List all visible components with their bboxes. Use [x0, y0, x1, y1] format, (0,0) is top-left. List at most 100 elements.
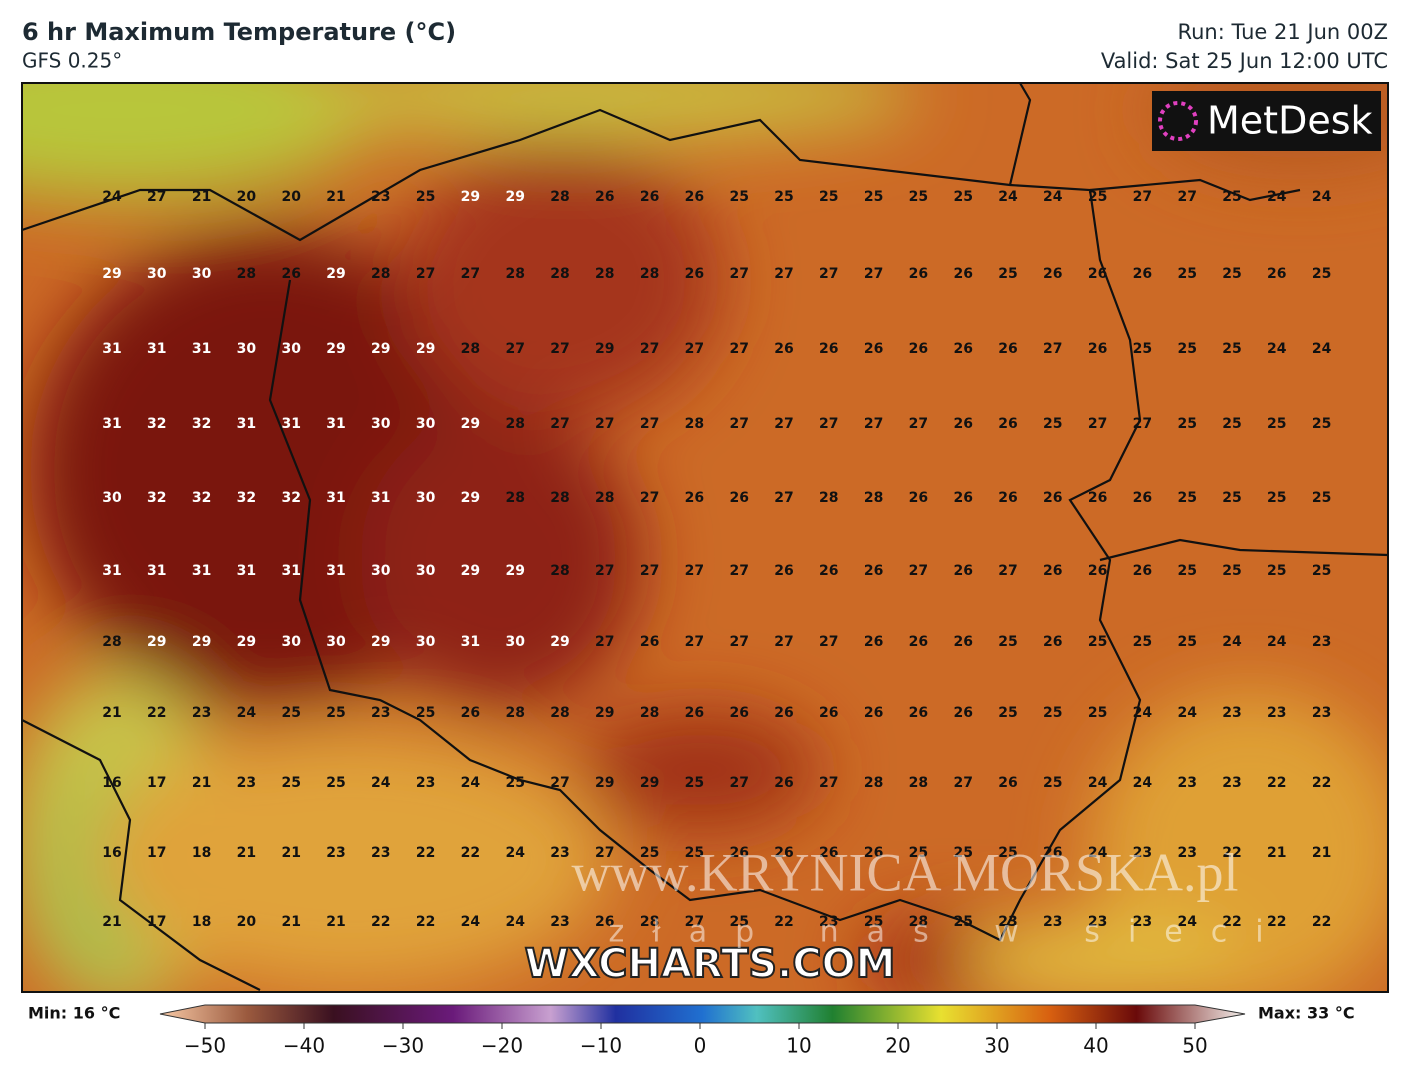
grid-value: 29 [461, 189, 480, 205]
grid-value: 26 [864, 563, 883, 579]
colorbar-tick-label: −30 [382, 1034, 424, 1058]
grid-value: 31 [102, 416, 121, 432]
grid-value: 24 [998, 189, 1018, 205]
grid-value: 23 [371, 845, 390, 861]
grid-value: 27 [685, 563, 704, 579]
grid-value: 26 [819, 563, 838, 579]
grid-value: 27 [864, 416, 883, 432]
grid-value: 26 [909, 266, 928, 282]
grid-value: 24 [1312, 189, 1332, 205]
grid-value: 27 [774, 634, 793, 650]
grid-value: 26 [640, 189, 659, 205]
grid-value: 21 [102, 914, 121, 930]
grid-value: 25 [1177, 416, 1196, 432]
grid-value: 29 [371, 634, 390, 650]
grid-value: 24 [505, 845, 525, 861]
grid-value: 27 [774, 490, 793, 506]
grid-value: 21 [1267, 845, 1286, 861]
grid-value: 28 [864, 775, 883, 791]
grid-value: 17 [147, 775, 166, 791]
grid-value: 21 [281, 914, 300, 930]
grid-value: 26 [729, 705, 748, 721]
grid-value: 24 [1267, 634, 1287, 650]
grid-value: 31 [237, 563, 256, 579]
grid-value: 27 [729, 266, 748, 282]
grid-value: 27 [729, 634, 748, 650]
grid-value: 27 [819, 634, 838, 650]
grid-value: 26 [953, 266, 972, 282]
grid-value: 25 [685, 845, 704, 861]
grid-value: 26 [1267, 266, 1286, 282]
grid-value: 25 [953, 189, 972, 205]
grid-value: 28 [505, 705, 524, 721]
grid-value: 23 [326, 845, 345, 861]
grid-value: 26 [1133, 266, 1152, 282]
grid-value: 25 [1177, 341, 1196, 357]
grid-value: 27 [909, 563, 928, 579]
grid-value: 24 [1177, 705, 1197, 721]
grid-value: 26 [1088, 341, 1107, 357]
grid-value: 21 [326, 189, 345, 205]
grid-value: 25 [1312, 490, 1331, 506]
grid-value: 30 [237, 341, 257, 357]
grid-value: 27 [1133, 416, 1152, 432]
grid-value: 25 [729, 189, 748, 205]
grid-value: 27 [416, 266, 435, 282]
grid-value: 25 [685, 775, 704, 791]
grid-value: 26 [909, 705, 928, 721]
grid-value: 28 [505, 266, 524, 282]
grid-value: 27 [953, 775, 972, 791]
grid-value: 25 [998, 845, 1017, 861]
colorbar-tick-label: 10 [786, 1034, 811, 1058]
grid-value: 27 [729, 341, 748, 357]
colorbar-tick-label: 40 [1083, 1034, 1108, 1058]
grid-value: 22 [1312, 914, 1331, 930]
grid-value: 26 [685, 490, 704, 506]
grid-value: 27 [729, 416, 748, 432]
grid-value: 26 [953, 563, 972, 579]
grid-value: 25 [1312, 563, 1331, 579]
grid-value: 27 [819, 416, 838, 432]
grid-value: 26 [1133, 563, 1152, 579]
min-label: Min: 16 °C [28, 1004, 120, 1023]
grid-value: 21 [1312, 845, 1331, 861]
grid-value: 24 [1088, 845, 1108, 861]
grid-value: 27 [729, 775, 748, 791]
grid-value: 29 [595, 775, 614, 791]
grid-value: 27 [461, 266, 480, 282]
grid-value: 22 [371, 914, 390, 930]
grid-value: 29 [595, 341, 614, 357]
grid-value: 27 [909, 416, 928, 432]
grid-value: 29 [505, 189, 524, 205]
grid-value: 31 [237, 416, 256, 432]
grid-value: 27 [1133, 189, 1152, 205]
grid-value: 23 [998, 914, 1017, 930]
grid-value: 26 [1133, 490, 1152, 506]
grid-value: 26 [864, 634, 883, 650]
grid-value: 27 [998, 563, 1017, 579]
grid-value: 30 [371, 416, 391, 432]
grid-value: 22 [1222, 845, 1241, 861]
grid-value: 28 [864, 490, 883, 506]
grid-value: 25 [326, 775, 345, 791]
colorbar-tick-label: 0 [694, 1034, 707, 1058]
grid-value: 22 [1312, 775, 1331, 791]
grid-value: 26 [998, 416, 1017, 432]
grid-value: 25 [1222, 563, 1241, 579]
grid-value: 29 [461, 490, 480, 506]
grid-value: 23 [550, 914, 569, 930]
grid-value: 28 [819, 490, 838, 506]
valid-time: Valid: Sat 25 Jun 12:00 UTC [1101, 49, 1388, 73]
grid-value: 31 [147, 341, 166, 357]
grid-value: 23 [1222, 775, 1241, 791]
grid-value: 26 [864, 845, 883, 861]
grid-value: 28 [640, 266, 659, 282]
grid-value: 23 [1267, 705, 1286, 721]
grid-value: 22 [1222, 914, 1241, 930]
grid-value: 23 [1088, 914, 1107, 930]
grid-value: 20 [281, 189, 301, 205]
grid-value: 25 [1312, 266, 1331, 282]
grid-value: 26 [685, 266, 704, 282]
grid-value: 25 [281, 705, 300, 721]
